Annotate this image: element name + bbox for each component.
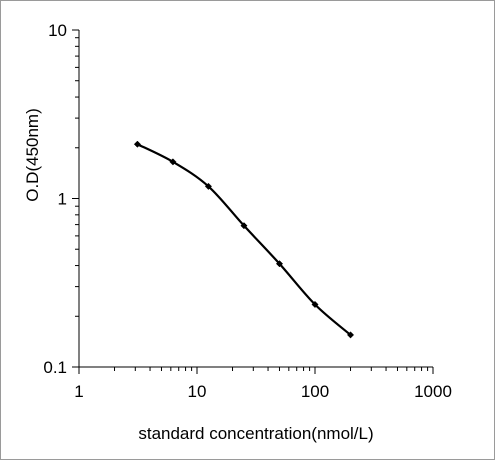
x-tick-label: 1000	[414, 382, 452, 401]
data-point-marker	[275, 260, 284, 268]
data-point-marker	[204, 182, 212, 190]
x-tick-label: 10	[188, 382, 207, 401]
data-point-marker	[133, 140, 141, 148]
y-tick-label: 1	[58, 190, 67, 209]
series-line	[136, 143, 352, 337]
series	[133, 140, 355, 339]
tick-labels: 0.1 1 10 1 10 100 1000	[43, 21, 452, 401]
y-axis-label: O.D(450nm)	[23, 108, 42, 202]
x-tick-label: 100	[301, 382, 329, 401]
x-axis-label: standard concentration(nmol/L)	[138, 424, 373, 443]
data-point-marker	[311, 300, 319, 309]
data-point-marker	[169, 158, 177, 166]
axes	[78, 30, 433, 368]
x-tick-label: 1	[74, 382, 83, 401]
ticks	[72, 29, 434, 374]
data-point-marker	[240, 222, 248, 230]
y-tick-label: 10	[48, 21, 67, 40]
y-tick-label: 0.1	[43, 358, 67, 377]
data-point-marker	[346, 331, 355, 339]
